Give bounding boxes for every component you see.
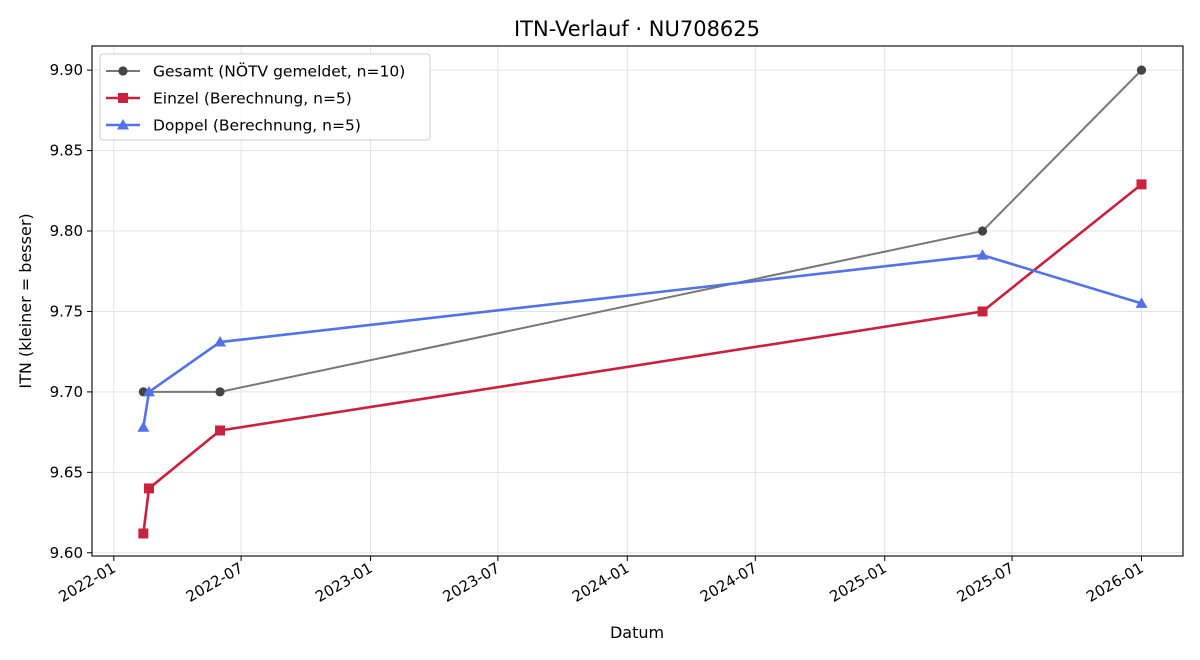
legend-label: Doppel (Berechnung, n=5) [153, 117, 361, 135]
data-point [142, 385, 155, 397]
y-tick-label: 9.70 [50, 383, 83, 401]
x-axis-label: Datum [610, 623, 664, 642]
data-point [1136, 179, 1147, 190]
data-point [137, 421, 150, 432]
data-point [143, 483, 154, 494]
series-line-2 [142, 253, 1142, 428]
legend-box [99, 53, 431, 141]
y-tick-label: 9.80 [50, 222, 83, 240]
data-point [1135, 297, 1148, 308]
series-2 [137, 249, 1148, 432]
x-tick-label: 2025-01 [826, 559, 889, 606]
series-line-1 [142, 183, 1143, 534]
ticks: 9.60 9.65 9.70 9.75 9.80 9.85 9.90 2022-01 2022-… [50, 61, 1147, 606]
data-point [1136, 65, 1147, 75]
legend: Gesamt (NÖTV gemeldet, n=10) Einzel (Bere… [99, 53, 431, 141]
legend-marker [117, 119, 129, 130]
legend-label: Einzel (Berechnung, n=5) [153, 90, 352, 108]
x-tick-label: 2025-07 [954, 559, 1017, 606]
y-tick-label: 9.75 [50, 302, 83, 320]
series-0 [138, 65, 1147, 397]
grid [92, 46, 1183, 556]
x-tick-label: 2022-07 [183, 559, 246, 606]
series-1 [138, 179, 1147, 539]
data-point [976, 249, 989, 260]
data-point [138, 528, 149, 539]
chart-title: ITN-Verlauf · NU708625 [514, 17, 760, 41]
series-line-0 [143, 69, 1143, 393]
y-tick-label: 9.65 [50, 463, 83, 481]
x-tick-label: 2023-07 [440, 559, 503, 606]
y-axis-label: ITN (kleiner = besser) [16, 213, 35, 388]
series-layer [137, 65, 1148, 539]
data-point [215, 425, 226, 436]
x-tick-label: 2026-01 [1083, 559, 1146, 606]
data-point [977, 226, 988, 236]
x-tick-label: 2022-01 [56, 559, 119, 606]
plot-frame [91, 45, 1184, 557]
x-tick-label: 2024-07 [697, 559, 760, 606]
y-tick-label: 9.85 [50, 142, 83, 160]
legend-marker [118, 66, 128, 76]
legend-label: Gesamt (NÖTV gemeldet, n=10) [153, 62, 405, 81]
data-point [977, 306, 988, 317]
y-tick-label: 9.60 [50, 544, 83, 562]
x-tick-label: 2024-01 [569, 559, 632, 606]
data-point [215, 387, 225, 397]
legend-marker [118, 93, 128, 103]
data-point [214, 336, 227, 347]
y-tick-label: 9.90 [50, 61, 83, 79]
x-tick-label: 2023-01 [312, 559, 375, 606]
